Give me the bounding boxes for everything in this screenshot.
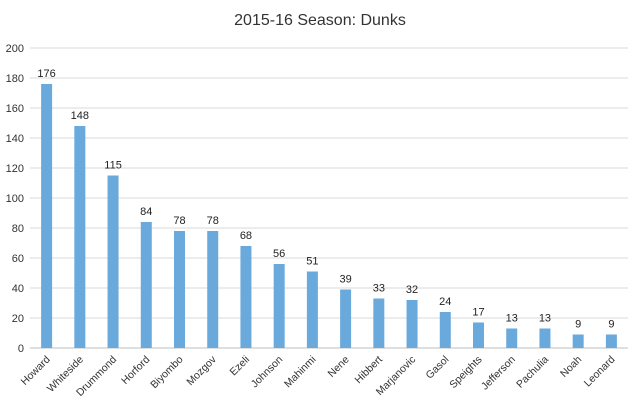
data-label: 32 xyxy=(406,284,418,296)
y-tick-label: 20 xyxy=(12,313,24,325)
x-tick-label: Biyombo xyxy=(148,354,185,391)
bar xyxy=(605,334,617,348)
bar xyxy=(240,246,252,348)
bar xyxy=(539,328,551,348)
bar xyxy=(506,328,518,348)
bar xyxy=(273,264,285,348)
y-tick-label: 60 xyxy=(12,253,24,265)
y-tick-label: 120 xyxy=(6,163,24,175)
bar xyxy=(74,126,86,348)
bar xyxy=(41,84,53,348)
data-label: 13 xyxy=(506,313,518,325)
x-tick-label: Ezeli xyxy=(227,354,252,379)
bar xyxy=(207,231,219,348)
data-label: 115 xyxy=(104,160,122,172)
x-tick-label: Mozgov xyxy=(184,353,219,388)
bar xyxy=(572,334,584,348)
bar xyxy=(340,289,352,348)
data-label: 56 xyxy=(273,248,285,260)
x-tick-label: Mahinmi xyxy=(282,354,319,391)
data-labels: 176 148 115 84 78 78 68 56 51 39 33 32 24 17 13 13 9 9 xyxy=(37,68,614,331)
data-label: 39 xyxy=(339,274,351,286)
x-tick-label: Johnson xyxy=(249,354,286,391)
x-tick-label: Nene xyxy=(325,354,351,380)
data-label: 9 xyxy=(575,319,581,331)
data-label: 13 xyxy=(539,313,551,325)
x-tick-label: Hibbert xyxy=(353,354,385,386)
bar xyxy=(373,298,385,348)
bar xyxy=(473,322,484,348)
y-axis: 0 20 40 60 80 100 120 140 160 180 200 xyxy=(6,43,24,355)
y-tick-label: 100 xyxy=(6,193,24,205)
x-tick-label: Leonard xyxy=(582,354,618,390)
data-label: 84 xyxy=(140,206,152,218)
data-label: 68 xyxy=(240,230,252,242)
y-tick-label: 160 xyxy=(6,103,24,115)
data-label: 78 xyxy=(173,215,185,227)
bar xyxy=(439,312,451,348)
y-tick-label: 180 xyxy=(6,73,24,85)
x-tick-label: Pachulia xyxy=(514,354,551,391)
chart-title: 2015-16 Season: Dunks xyxy=(234,12,406,29)
data-label: 17 xyxy=(472,307,484,319)
bar xyxy=(306,271,318,348)
data-label: 78 xyxy=(207,215,219,227)
bar xyxy=(406,300,418,348)
y-tick-label: 80 xyxy=(12,223,24,235)
y-tick-label: 200 xyxy=(6,43,24,55)
x-tick-label: Noah xyxy=(558,354,584,380)
gridlines xyxy=(30,47,628,349)
x-tick-label: Gasol xyxy=(424,354,452,382)
data-label: 51 xyxy=(306,256,318,268)
bars xyxy=(41,84,617,348)
bar xyxy=(174,231,185,348)
y-tick-label: 140 xyxy=(6,133,24,145)
data-label: 9 xyxy=(608,319,614,331)
y-tick-label: 40 xyxy=(12,283,24,295)
data-label: 24 xyxy=(439,296,451,308)
y-tick-label: 0 xyxy=(18,343,24,355)
x-tick-label: Jefferson xyxy=(479,354,518,393)
data-label: 33 xyxy=(373,283,385,295)
data-label: 176 xyxy=(37,68,55,80)
bar xyxy=(140,222,152,348)
bar xyxy=(107,175,119,348)
data-label: 148 xyxy=(71,110,89,122)
